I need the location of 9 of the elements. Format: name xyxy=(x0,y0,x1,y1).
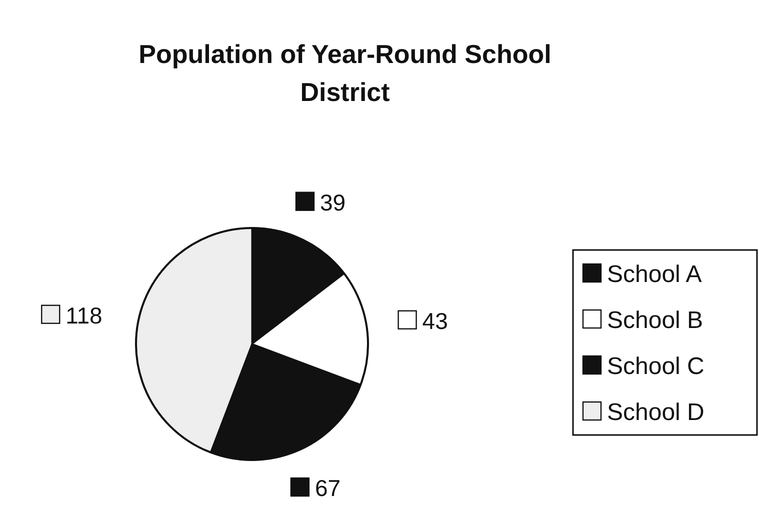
legend-label: School D xyxy=(607,399,704,426)
data-label: 43 xyxy=(422,308,448,334)
legend-label: School A xyxy=(607,261,702,288)
data-label: 118 xyxy=(66,302,102,328)
data-label: 39 xyxy=(320,189,346,216)
legend-label: School C xyxy=(607,353,704,380)
chart-title: Population of Year-Round School District xyxy=(138,39,552,107)
data-label: 67 xyxy=(314,475,341,502)
legend-label: School B xyxy=(607,307,704,334)
